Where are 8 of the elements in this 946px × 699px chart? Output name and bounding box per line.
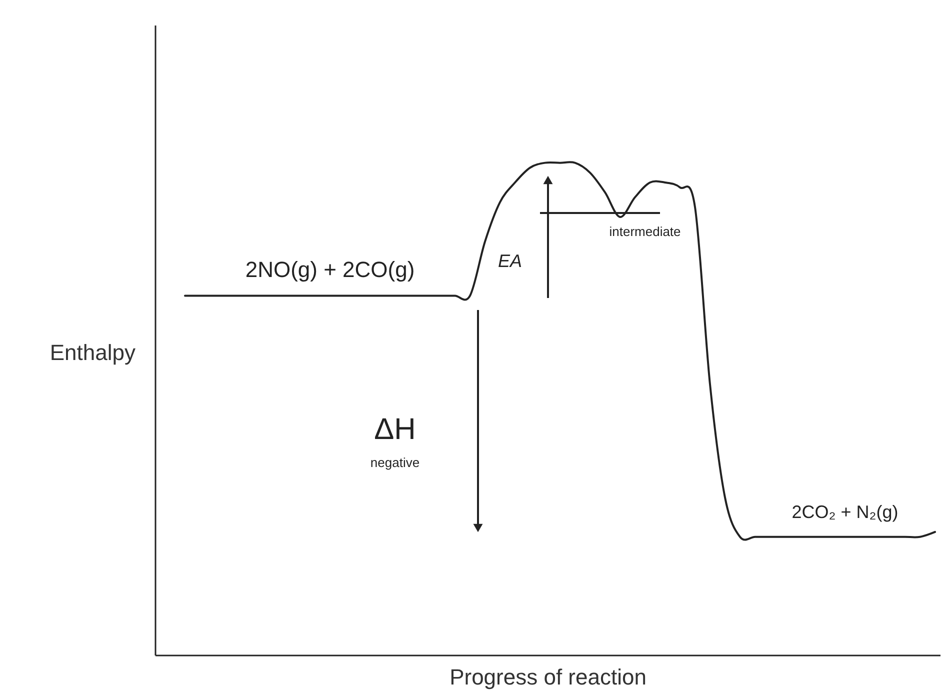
annotation: 2CO₂ + N₂(g) [792, 502, 898, 522]
annotation: 2NO(g) + 2CO(g) [245, 257, 415, 282]
annotation: EA [498, 251, 522, 271]
annotation: negative [370, 455, 420, 470]
x-axis-title: Progress of reaction [450, 664, 646, 690]
annotation: ΔH [374, 413, 416, 446]
y-axis-title: Enthalpy [50, 340, 136, 366]
annotation: intermediate [609, 224, 681, 239]
